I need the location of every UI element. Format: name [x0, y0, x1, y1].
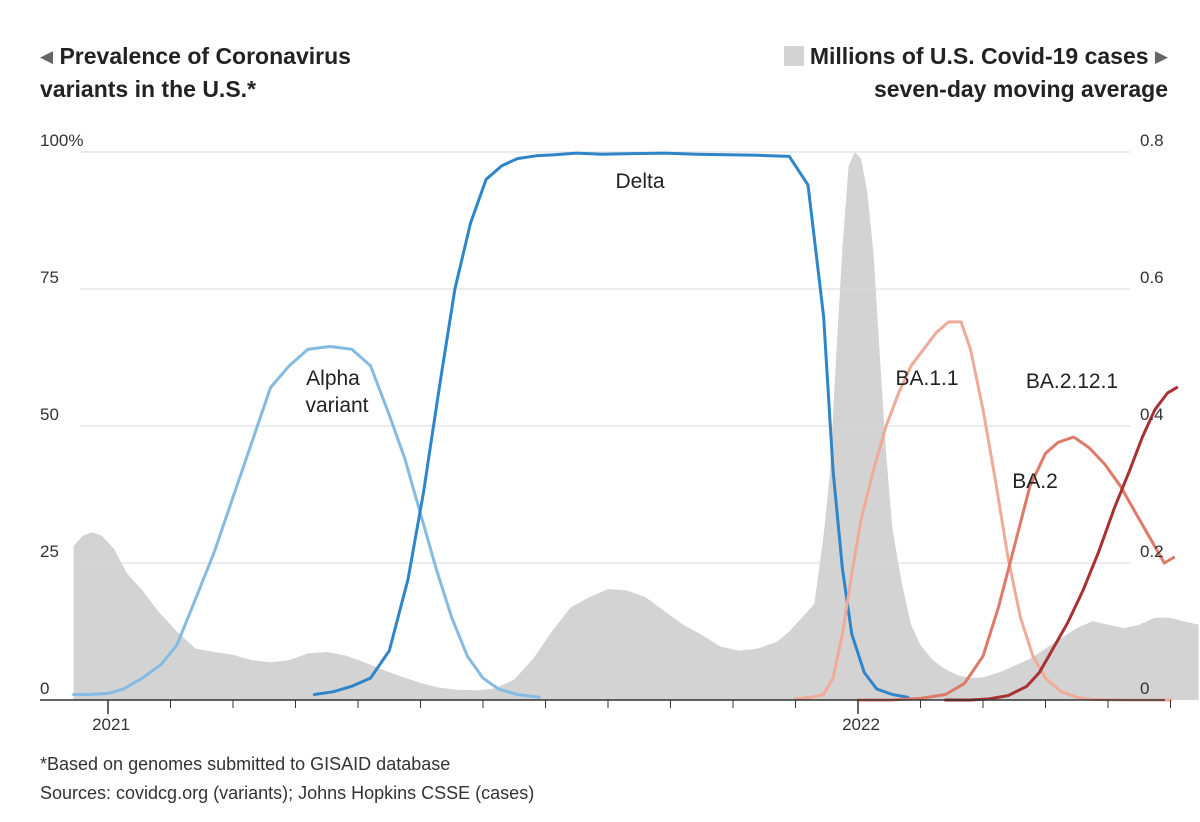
sources: Sources: covidcg.org (variants); Johns H… — [40, 783, 535, 803]
gridlines — [80, 151, 1130, 564]
triangle-left-icon: ◀ — [40, 47, 54, 66]
year-label: 2021 — [92, 715, 130, 734]
right-tick-label: 0.2 — [1140, 542, 1164, 561]
left-tick-label: 25 — [40, 542, 59, 561]
annotation-delta: Delta — [615, 170, 664, 193]
ba2-line — [856, 435, 1176, 702]
right-tick-label: 0.8 — [1140, 131, 1164, 150]
year-label: 2022 — [842, 715, 880, 734]
series-annotations: Alpha variant Delta BA.1.1 BA.2 BA.2.12.1 — [305, 170, 1118, 493]
ba11-line — [794, 320, 1172, 702]
cases-area — [73, 152, 1199, 700]
x-axis: 2021 2022 — [40, 699, 1171, 734]
left-title-line1: Prevalence of Coronavirus — [59, 43, 351, 69]
right-title-line2: seven-day moving average — [873, 76, 1168, 102]
delta-line — [312, 151, 910, 699]
alpha-variant-line — [72, 345, 541, 699]
cases-swatch-icon — [783, 46, 804, 66]
annotation-ba11: BA.1.1 — [895, 367, 958, 390]
right-tick-label: 0.6 — [1140, 268, 1164, 287]
footer: *Based on genomes submitted to GISAID da… — [40, 750, 534, 808]
triangle-right-icon: ▶ — [1154, 47, 1168, 66]
left-tick-label: 50 — [40, 405, 59, 424]
right-tick-label: 0 — [1140, 679, 1149, 698]
right-tick-label: 0.4 — [1140, 405, 1164, 424]
left-tick-label: 0 — [40, 679, 49, 698]
y-axis-ticks: 0 25 50 75 100% 0 0.2 0.4 0.6 0.8 — [40, 131, 1164, 698]
ba2121-line — [944, 386, 1179, 702]
variant-lines — [72, 151, 1179, 702]
left-axis-title: ◀ Prevalence of Coronavirus variants in … — [40, 40, 351, 106]
annotation-alpha-line2: variant — [305, 394, 368, 417]
annotation-ba2: BA.2 — [1012, 470, 1058, 493]
right-axis-title: Millions of U.S. Covid-19 cases ▶ seven-… — [783, 40, 1168, 106]
left-title-line2: variants in the U.S.* — [40, 76, 257, 102]
annotation-alpha-line1: Alpha — [306, 367, 360, 390]
annotation-ba2121: BA.2.12.1 — [1026, 370, 1118, 393]
footnote: *Based on genomes submitted to GISAID da… — [40, 754, 451, 774]
right-title-line1: Millions of U.S. Covid-19 cases — [809, 43, 1149, 69]
cases-area-layer — [73, 152, 1199, 700]
left-tick-label: 100% — [40, 131, 83, 150]
left-tick-label: 75 — [40, 268, 59, 287]
